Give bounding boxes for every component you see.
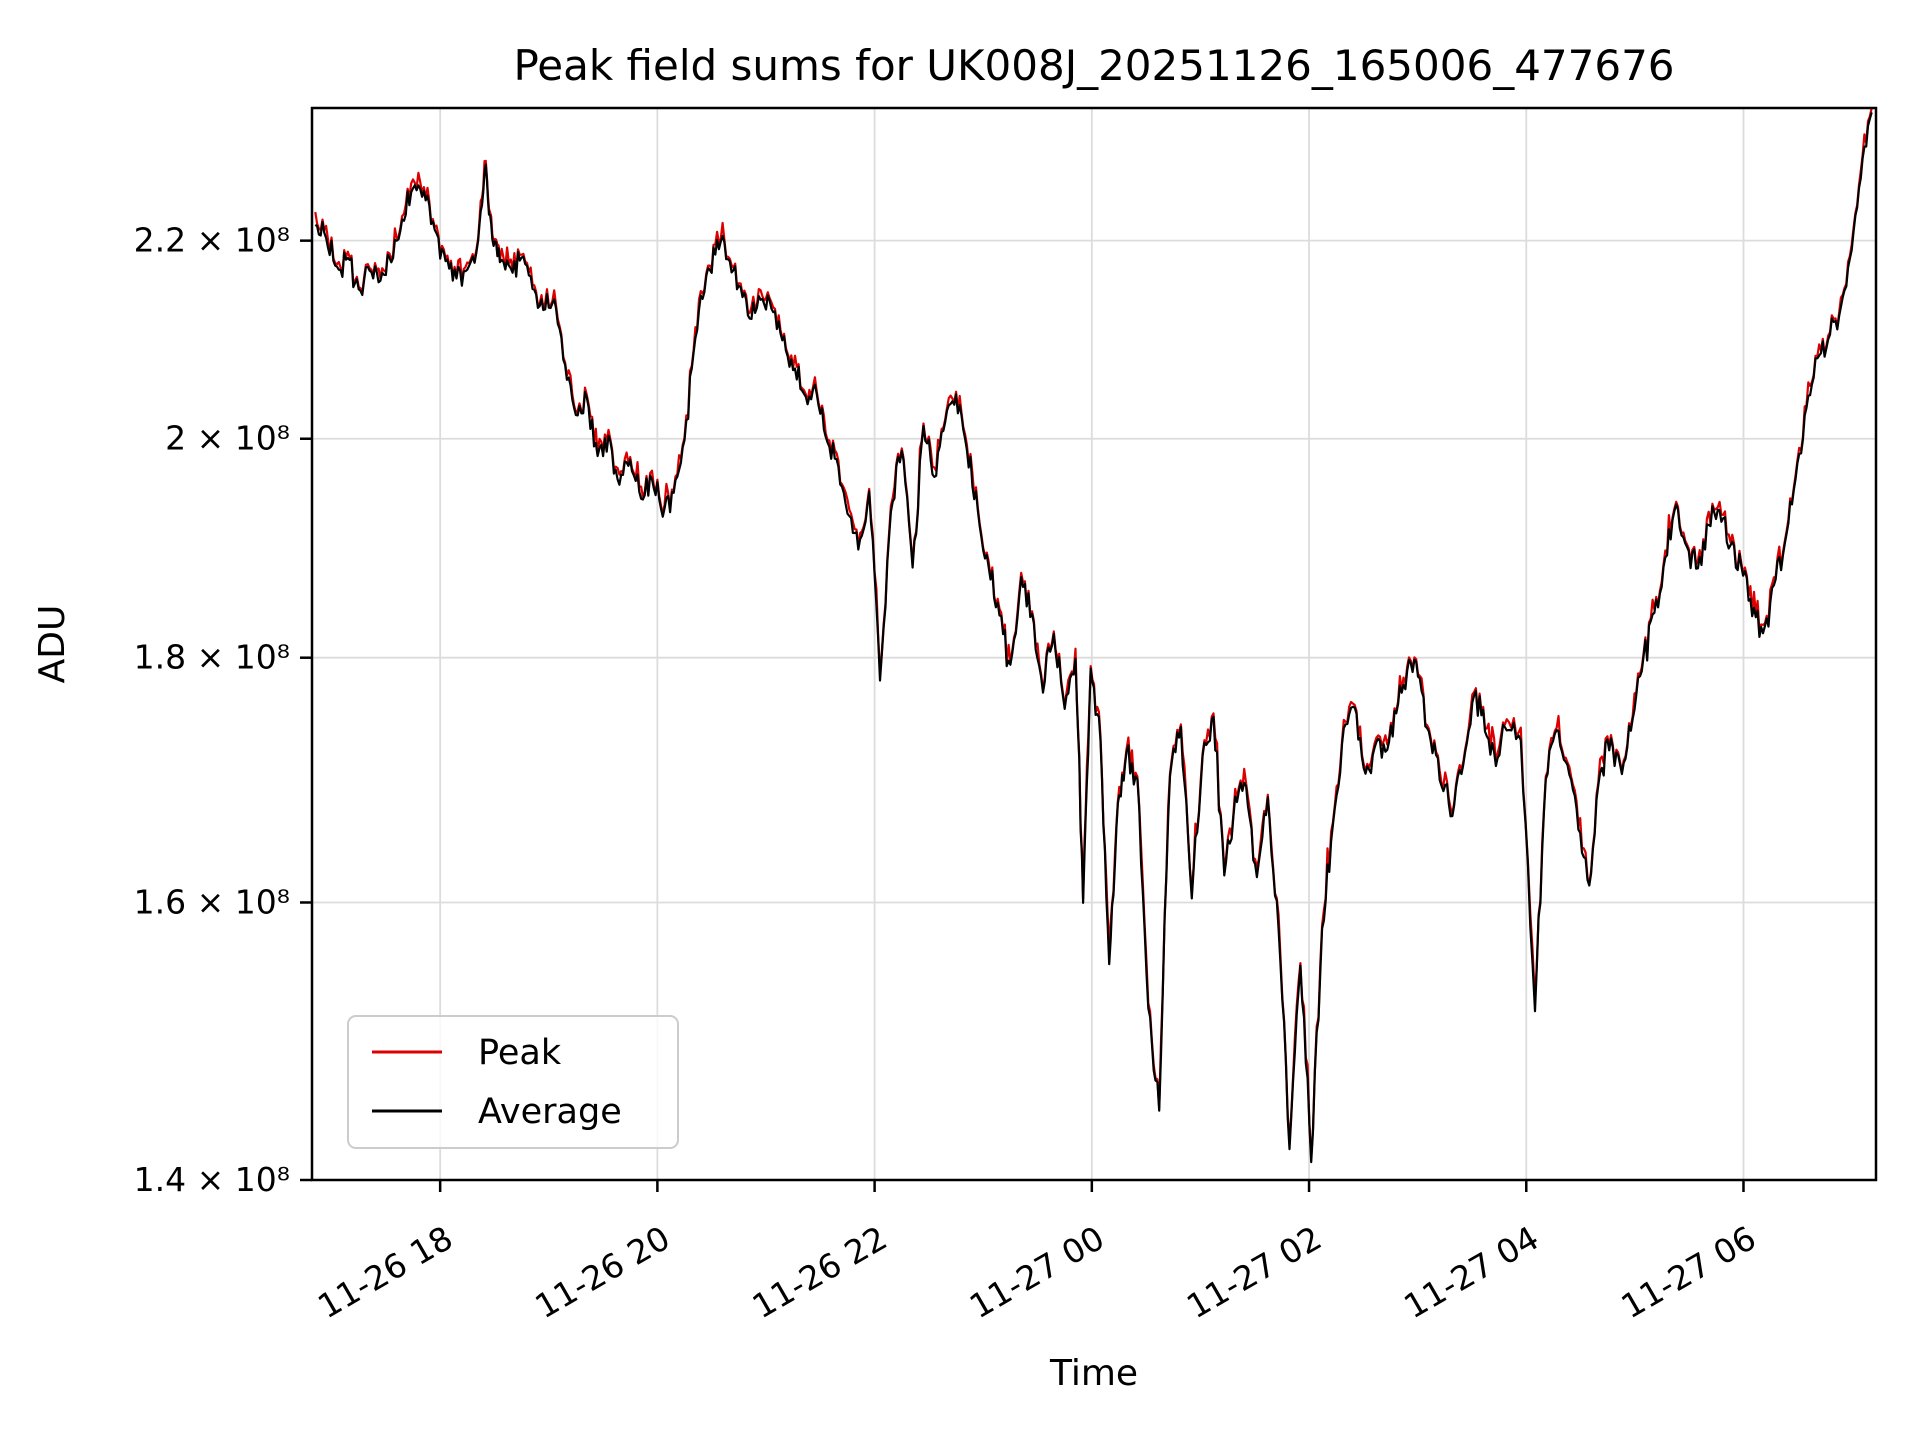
data-series (314, 108, 1873, 1164)
chart-title: Peak field sums for UK008J_20251126_1650… (513, 41, 1674, 90)
x-axis-label: Time (1049, 1353, 1138, 1394)
legend-label-average: Average (478, 1092, 622, 1132)
x-tick-label: 11-26 22 (746, 1218, 894, 1326)
y-tick-label: 2 × 10⁸ (165, 419, 290, 458)
x-tick-label: 11-27 00 (963, 1218, 1111, 1326)
tick-marks (300, 239, 1745, 1192)
x-tick-label: 11-26 18 (311, 1218, 459, 1326)
x-tick-label: 11-26 20 (528, 1218, 676, 1326)
peak-series-line (314, 108, 1873, 1159)
x-tick-label: 11-27 02 (1180, 1218, 1328, 1326)
y-tick-label: 2.2 × 10⁸ (134, 221, 290, 260)
average-series-line (314, 112, 1873, 1164)
y-tick-label: 1.6 × 10⁸ (134, 882, 290, 921)
x-tick-label: 11-27 04 (1397, 1218, 1545, 1326)
x-tick-label: 11-27 06 (1614, 1218, 1762, 1326)
legend-label-peak: Peak (478, 1033, 562, 1073)
gridlines (312, 108, 1876, 1181)
tick-labels: 11-26 18 11-26 20 11-26 22 11-27 00 11-27 02… (134, 221, 1763, 1326)
plot-border (310, 106, 1878, 1182)
y-tick-label: 1.8 × 10⁸ (134, 638, 290, 677)
legend-box (347, 1015, 679, 1149)
y-tick-label: 1.4 × 10⁸ (134, 1160, 290, 1199)
legend: Peak Average (347, 1015, 679, 1149)
y-axis-label: ADU (32, 605, 73, 684)
